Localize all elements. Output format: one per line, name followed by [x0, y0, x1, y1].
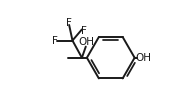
Text: OH: OH — [135, 53, 152, 63]
Text: OH: OH — [78, 37, 94, 47]
Text: F: F — [66, 18, 72, 28]
Text: F: F — [52, 36, 58, 46]
Text: F: F — [81, 26, 87, 36]
